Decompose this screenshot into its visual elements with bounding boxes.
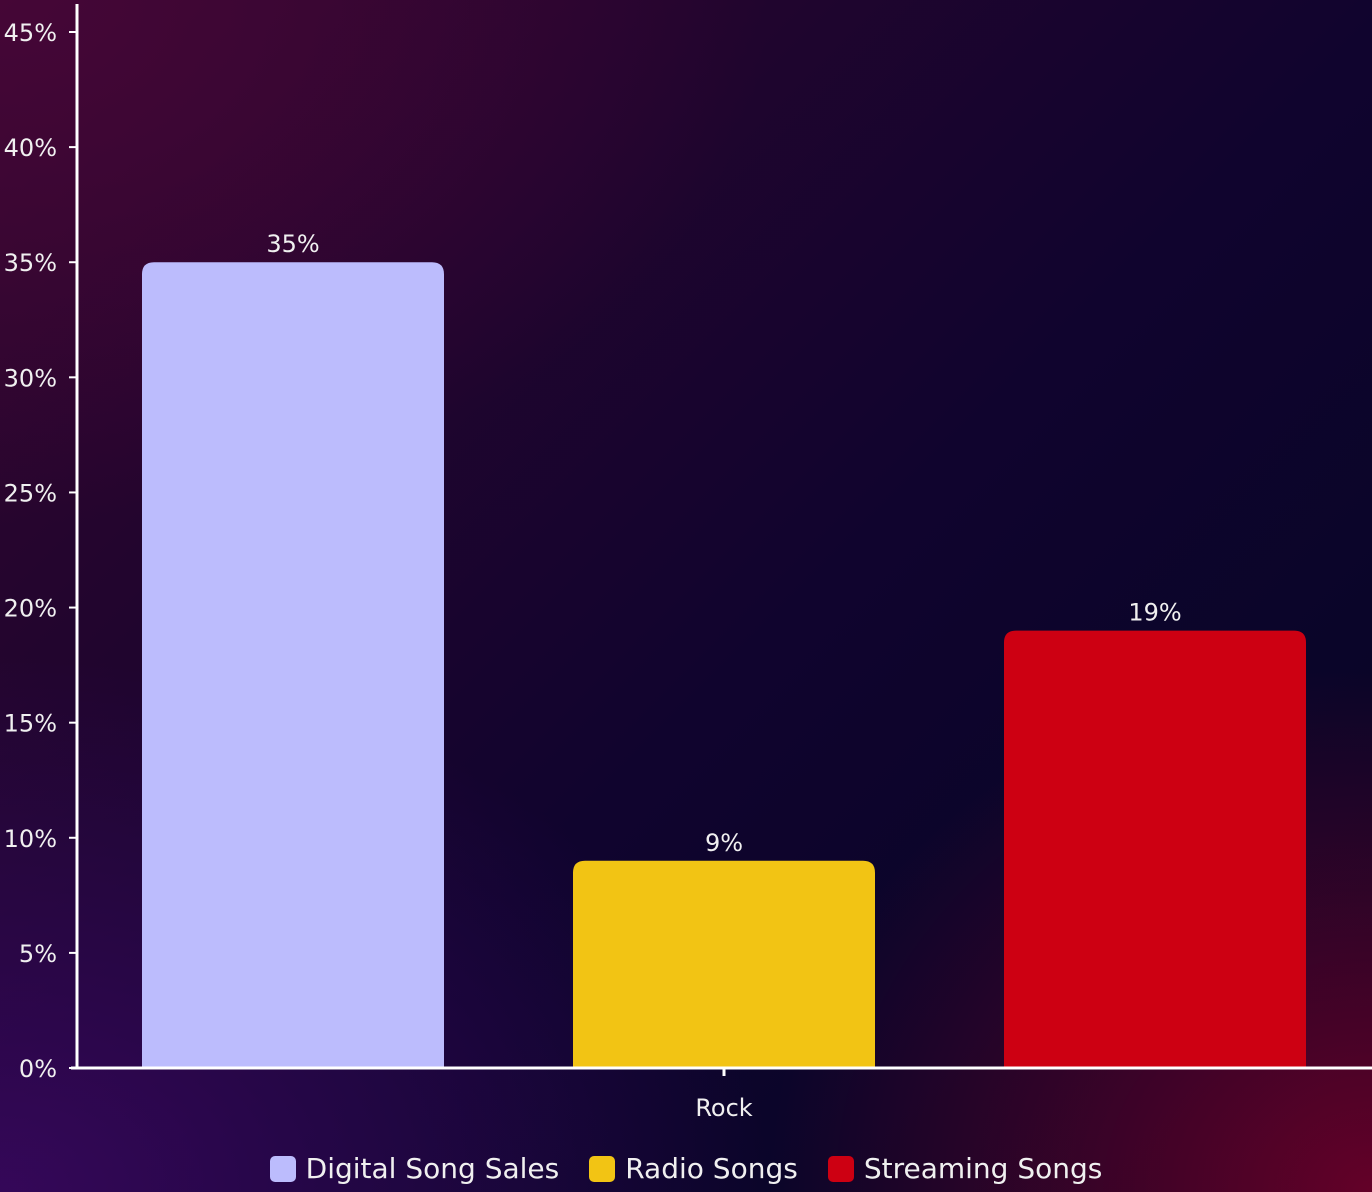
y-tick-label: 45% [4, 19, 57, 47]
bar-digital-song-sales[interactable] [142, 262, 444, 1068]
y-tick-label: 15% [4, 710, 57, 738]
bars-group [142, 262, 1306, 1068]
y-tick-label: 10% [4, 825, 57, 853]
y-tick-label: 0% [19, 1055, 57, 1083]
data-label-streaming-songs: 19% [1128, 599, 1181, 627]
data-labels-group: 35% 9% 19% [266, 230, 1181, 857]
legend-label-digital-song-sales: Digital Song Sales [305, 1152, 560, 1185]
legend-swatch-digital-song-sales [269, 1155, 296, 1182]
legend: Digital Song Sales Radio Songs Streaming… [0, 1152, 1372, 1185]
legend-item-radio-songs[interactable]: Radio Songs [589, 1152, 798, 1185]
legend-item-streaming-songs[interactable]: Streaming Songs [827, 1152, 1103, 1185]
data-label-radio-songs: 9% [705, 829, 743, 857]
bar-streaming-songs[interactable] [1004, 630, 1306, 1068]
legend-label-radio-songs: Radio Songs [625, 1152, 798, 1185]
y-tick-label: 20% [4, 595, 57, 623]
legend-label-streaming-songs: Streaming Songs [863, 1152, 1103, 1185]
y-tick-label: 5% [19, 940, 57, 968]
x-axis-category-label: Rock [695, 1094, 752, 1122]
bar-radio-songs[interactable] [573, 860, 875, 1068]
y-tick-label: 25% [4, 479, 57, 507]
legend-swatch-streaming-songs [827, 1155, 854, 1182]
y-tick-label: 30% [4, 364, 57, 392]
y-axis-ticks: 0% 5% 10% 15% 20% 25% 30% 35% 40% 45% [4, 19, 77, 1083]
legend-swatch-radio-songs [589, 1155, 616, 1182]
y-tick-label: 40% [4, 134, 57, 162]
y-tick-label: 35% [4, 249, 57, 277]
legend-item-digital-song-sales[interactable]: Digital Song Sales [269, 1152, 560, 1185]
data-label-digital-song-sales: 35% [266, 230, 319, 258]
